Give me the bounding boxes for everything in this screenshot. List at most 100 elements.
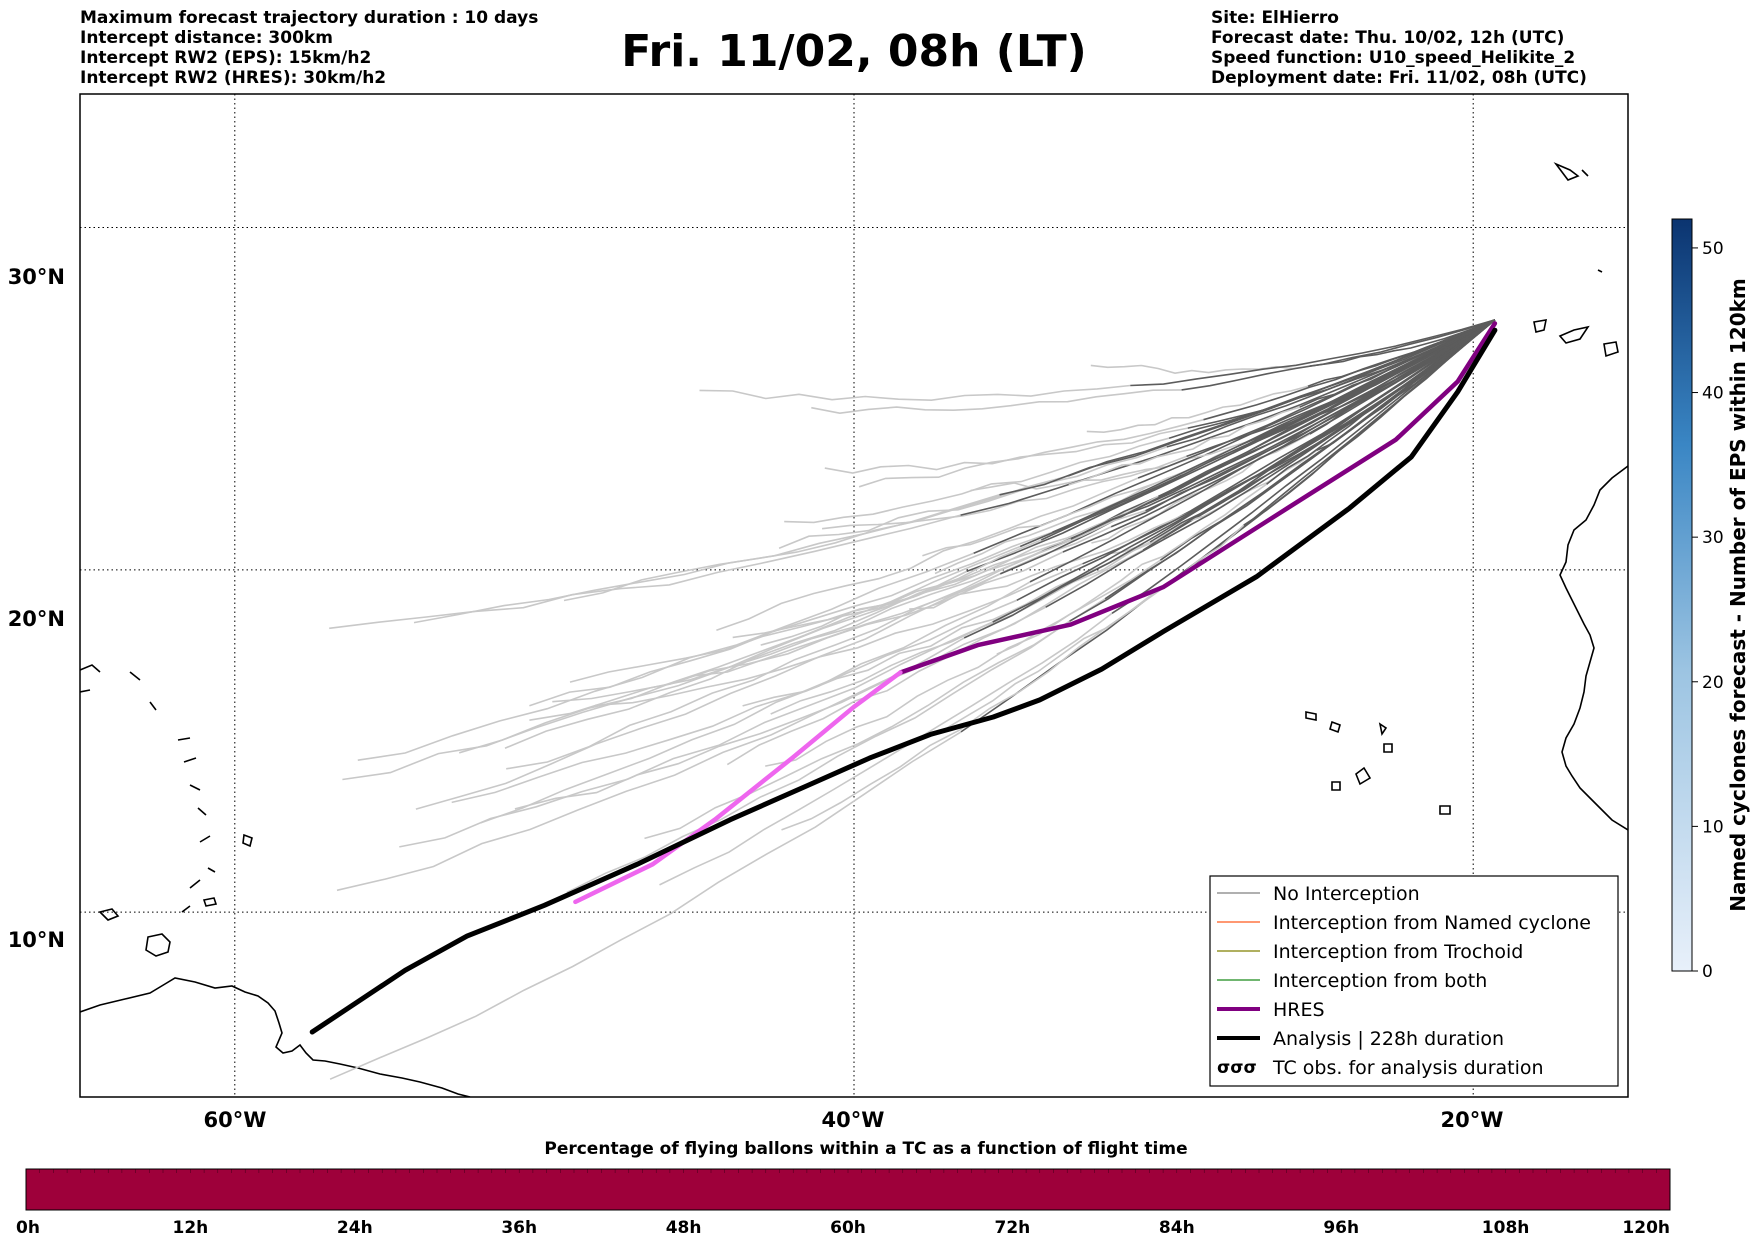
eps-member-light-path	[458, 545, 1021, 754]
eps-member-path	[1243, 319, 1496, 526]
eps-member-light-path	[946, 524, 1245, 729]
madeira	[1597, 269, 1603, 273]
caribbean-arc	[80, 664, 216, 913]
eps-member-light-path	[480, 581, 1031, 824]
legend-item: Interception from Named cyclone	[1217, 912, 1591, 934]
eps-member-path	[999, 319, 1496, 496]
eps-member-path	[1029, 319, 1496, 583]
legend-label: No Interception	[1273, 883, 1420, 905]
eps-member-light-path	[329, 514, 961, 630]
colorbar-tick-label: 36h	[501, 1218, 537, 1238]
legend-box	[1209, 875, 1619, 1087]
colorbar-tick-label: 0	[1702, 962, 1713, 982]
legend-label: Interception from both	[1273, 970, 1487, 992]
legend-label: TC obs. for analysis duration	[1272, 1057, 1544, 1079]
lat-label-20n: 20°N	[8, 607, 65, 631]
eps-member-light-path	[659, 612, 1113, 886]
legend-item: Analysis | 228h duration	[1217, 1028, 1504, 1050]
legend: No Interception Interception from Named c…	[1209, 875, 1619, 1087]
eps-member-path	[992, 319, 1496, 623]
eps-member-path	[1130, 319, 1496, 387]
eps-member-light-path	[595, 563, 1083, 707]
lon-label-40w: 40°W	[822, 1108, 885, 1132]
deployment-date: Deployment date: Fri. 11/02, 08h (UTC)	[1211, 68, 1587, 88]
eps-colorbar-label: Named cyclones forecast - Number of EPS …	[1726, 278, 1750, 912]
colorbar-tick-label: 24h	[337, 1218, 373, 1238]
colorbar-tick-label: 30	[1702, 528, 1724, 548]
barbados	[242, 833, 253, 848]
hres-path-early	[898, 321, 1498, 675]
flight-time-colorbar-bar	[25, 1168, 1671, 1211]
eps-member-light-path	[811, 389, 1182, 415]
eps-member-light-path	[329, 731, 962, 1080]
eps-member-light-path	[858, 418, 1204, 488]
colorbar-tick-label: 12h	[173, 1218, 209, 1238]
eps-member-light-path	[566, 620, 1070, 894]
eps-member-light-path	[726, 549, 1144, 766]
south-america-coast	[80, 977, 471, 1097]
eps-member-light-path	[529, 531, 1053, 707]
analysis-trajectory	[309, 327, 1498, 1035]
eps-member-light-path	[569, 538, 1072, 683]
colorbar-tick-label: 84h	[1159, 1218, 1195, 1238]
eps-member-path	[1045, 319, 1496, 608]
legend-label: HRES	[1273, 999, 1325, 1021]
colorbar-tick-label: 40	[1702, 384, 1724, 404]
coastlines	[80, 162, 1628, 1097]
colorbar-tick-label: 0h	[16, 1218, 40, 1238]
eps-member-light-path	[970, 438, 1255, 492]
eps-member-path	[1181, 319, 1496, 391]
colorbar-tick-label: 108h	[1482, 1218, 1530, 1238]
site-name: Site: ElHierro	[1211, 8, 1339, 28]
eps-member-light-path	[1090, 364, 1310, 375]
hres-trajectory	[573, 321, 1498, 905]
eps-member-light-path	[1086, 385, 1309, 434]
eps-member-light-path	[563, 475, 1069, 602]
cyclone-symbol-icon: σσσ	[1217, 1058, 1257, 1078]
eps-member-path	[1145, 319, 1496, 512]
eps-member-light-path	[732, 509, 1146, 639]
eps-colorbar: 0 10 20 30 40 50 Named cyclones forecast - Nu…	[1671, 218, 1750, 982]
flight-time-colorbar: Percentage of flying ballons within a TC…	[16, 1139, 1671, 1238]
eps-member-light-path	[657, 526, 1112, 688]
colorbar-tick-label: 20	[1702, 673, 1724, 693]
eps-member-light-path	[342, 570, 968, 781]
eps-member-light-path	[765, 559, 1161, 767]
eps-member-light-path	[529, 545, 1053, 721]
colorbar-tick-label: 72h	[995, 1218, 1031, 1238]
site-info: Site: ElHierro Forecast date: Thu. 10/02…	[1211, 8, 1587, 88]
eps-trajectories	[329, 319, 1496, 1080]
legend-label: Analysis | 228h duration	[1273, 1028, 1504, 1050]
map-border	[79, 93, 1629, 1098]
forecast-parameters: Maximum forecast trajectory duration : 1…	[80, 8, 538, 88]
eps-member-path	[1070, 319, 1496, 540]
lon-label-60w: 60°W	[204, 1108, 267, 1132]
legend-label: Interception from Named cyclone	[1273, 912, 1591, 934]
colorbar-tick-label: 50	[1702, 239, 1724, 259]
colorbar-tick-label: 96h	[1323, 1218, 1359, 1238]
param-max-duration: Maximum forecast trajectory duration : 1…	[80, 8, 539, 28]
eps-member-light-path	[552, 551, 1064, 703]
eps-member-light-path	[1068, 406, 1300, 486]
legend-label: Interception from Trochoid	[1273, 941, 1523, 963]
legend-item: No Interception	[1217, 883, 1420, 905]
speed-function: Speed function: U10_speed_Helikite_2	[1211, 48, 1576, 68]
trinidad-coast	[145, 933, 171, 957]
colorbar-tick-label: 60h	[830, 1218, 866, 1238]
hres-path-late	[573, 670, 903, 905]
eps-member-light-path	[504, 539, 1042, 749]
param-intercept-distance: Intercept distance: 300km	[80, 28, 333, 48]
eps-member-light-path	[822, 455, 1187, 530]
lat-label-10n: 10°N	[8, 928, 65, 952]
map-title: Fri. 11/02, 08h (LT)	[621, 26, 1087, 77]
eps-member-light-path	[778, 446, 1168, 549]
colorbar-tick-label: 10	[1702, 817, 1724, 837]
legend-item: HRES	[1217, 999, 1325, 1021]
cape-verde-islands	[1305, 711, 1451, 815]
lat-label-30n: 30°N	[8, 265, 65, 289]
colorbar-tick-label: 48h	[666, 1218, 702, 1238]
param-intercept-eps: Intercept RW2 (EPS): 15km/h2	[80, 48, 372, 68]
legend-item: Interception from Trochoid	[1217, 941, 1523, 963]
eps-member-light-path	[514, 606, 1047, 810]
